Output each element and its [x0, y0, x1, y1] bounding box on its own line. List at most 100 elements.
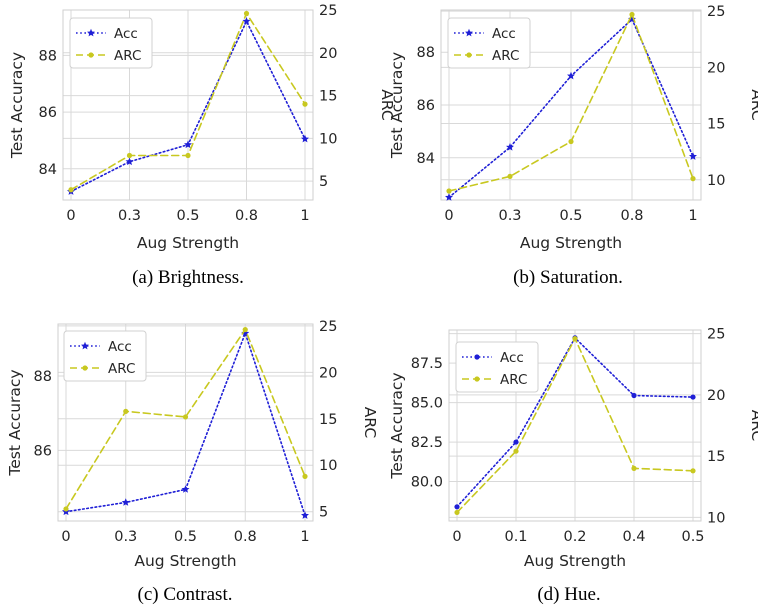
- point-acc: [513, 439, 519, 445]
- point-acc: [301, 134, 309, 143]
- legend-label-arc: ARC: [108, 361, 135, 377]
- point-arc: [629, 11, 635, 18]
- plot-frame: [62, 9, 314, 201]
- legend-label-acc: Acc: [108, 339, 132, 355]
- x-tick-label: 0.1: [504, 529, 527, 545]
- panel-caption: (d) Hue.: [537, 584, 600, 605]
- y-right-tick-label: 5: [319, 174, 328, 190]
- legend-marker-acc: [474, 354, 480, 360]
- y-tick-label: 86: [39, 105, 57, 121]
- y-tick-label: 80.0: [411, 475, 443, 491]
- point-arc: [242, 326, 248, 333]
- y-right-tick-label: 25: [707, 327, 725, 343]
- y-right-tick-label: 20: [319, 46, 337, 62]
- y-right-tick-label: 20: [319, 365, 337, 381]
- legend-marker-acc: [87, 28, 95, 37]
- point-arc: [690, 468, 696, 474]
- y-tick-label: 88: [34, 369, 52, 385]
- y-tick-label: 86: [417, 98, 435, 114]
- y-right-tick-label: 10: [319, 131, 337, 147]
- legend-marker-acc: [81, 341, 89, 350]
- point-arc: [123, 408, 129, 414]
- y-right-tick-label: 15: [319, 89, 337, 105]
- point-arc: [185, 152, 191, 159]
- y-tick-label: 87.5: [411, 356, 443, 372]
- legend-label-acc: Acc: [500, 350, 524, 366]
- panel-brightness: 0 0.3 0.5 0.8 1 84 86 88 5 10 15 20 25 Aug Strength Te…: [8, 3, 396, 288]
- point-acc: [184, 140, 192, 149]
- point-arc: [507, 173, 513, 179]
- x-tick-label: 0.5: [681, 529, 704, 545]
- y-right-tick-label: 10: [319, 458, 337, 474]
- legend-label-arc: ARC: [500, 372, 527, 388]
- point-acc: [631, 392, 637, 399]
- point-acc: [506, 143, 514, 151]
- y-right-tick-label: 15: [319, 412, 337, 428]
- point-arc: [63, 506, 69, 512]
- y-right-tick-label: 20: [707, 388, 725, 404]
- legend-label-acc: Acc: [114, 26, 138, 42]
- panel-caption: (c) Contrast.: [138, 584, 233, 605]
- x-axis-label: Aug Strength: [137, 234, 239, 252]
- x-tick-label: 0: [452, 529, 461, 545]
- y-axis-label: Test Accuracy: [388, 52, 406, 159]
- point-acc: [454, 504, 460, 510]
- legend-label-acc: Acc: [492, 26, 516, 42]
- y-tick-label: 88: [39, 48, 57, 64]
- point-acc: [181, 485, 190, 493]
- y-axis-label: Test Accuracy: [8, 52, 26, 159]
- point-arc: [568, 138, 574, 145]
- panel-caption: (b) Saturation.: [513, 267, 623, 288]
- y-tick-label: 84: [39, 162, 57, 178]
- x-tick-label: 0.3: [114, 529, 137, 545]
- y-right-tick-label: 25: [707, 4, 725, 20]
- point-arc: [631, 465, 637, 471]
- plot-frame: [448, 329, 702, 522]
- legend-marker-arc: [466, 52, 472, 58]
- point-acc: [121, 498, 130, 506]
- point-acc: [445, 193, 453, 201]
- y-tick-label: 85.0: [411, 396, 443, 412]
- legend-marker-arc: [82, 365, 88, 371]
- point-arc: [302, 473, 308, 479]
- point-acc: [301, 511, 309, 519]
- plot-frame: [57, 323, 314, 522]
- y-right-axis-label: ARC: [748, 89, 758, 120]
- x-tick-label: 0.8: [235, 208, 258, 224]
- legend-marker-acc: [465, 28, 473, 37]
- y-right-axis-label: ARC: [748, 410, 758, 441]
- point-arc: [690, 176, 696, 182]
- x-tick-label: 0.8: [620, 208, 643, 224]
- point-arc: [572, 335, 578, 342]
- x-axis-label: Aug Strength: [134, 552, 236, 570]
- y-tick-label: 82.5: [411, 435, 443, 451]
- panel-caption: (a) Brightness.: [132, 267, 244, 288]
- x-tick-label: 1: [300, 529, 309, 545]
- y-right-tick-label: 20: [707, 60, 725, 76]
- x-tick-label: 0: [61, 529, 70, 545]
- legend-label-arc: ARC: [492, 48, 519, 64]
- x-tick-label: 0.5: [174, 529, 197, 545]
- point-arc: [446, 188, 452, 194]
- x-tick-label: 1: [688, 208, 697, 224]
- plot-frame: [440, 9, 702, 201]
- series-line-arc: [65, 327, 306, 510]
- x-tick-label: 0.2: [563, 529, 586, 545]
- y-right-tick-label: 25: [319, 319, 337, 335]
- y-tick-label: 86: [34, 443, 52, 459]
- point-acc: [567, 71, 575, 80]
- y-right-tick-label: 15: [707, 449, 725, 465]
- y-tick-label: 84: [417, 151, 435, 167]
- point-acc: [242, 17, 251, 25]
- x-tick-label: 0.4: [622, 529, 645, 545]
- x-tick-label: 1: [300, 208, 309, 224]
- y-right-tick-label: 25: [319, 3, 337, 19]
- panel-saturation: 0 0.3 0.5 0.8 1 84 86 88 10 15 20 25 Aug Strength Tes…: [388, 4, 758, 288]
- panel-contrast: 0 0.3 0.5 0.8 1 86 88 5 10 15 20 25 Aug Strength Test…: [6, 319, 379, 605]
- y-right-tick-label: 5: [319, 505, 328, 521]
- point-arc: [513, 448, 519, 454]
- x-tick-label: 0.8: [234, 529, 257, 545]
- point-arc: [454, 509, 460, 516]
- y-right-tick-label: 10: [707, 510, 725, 526]
